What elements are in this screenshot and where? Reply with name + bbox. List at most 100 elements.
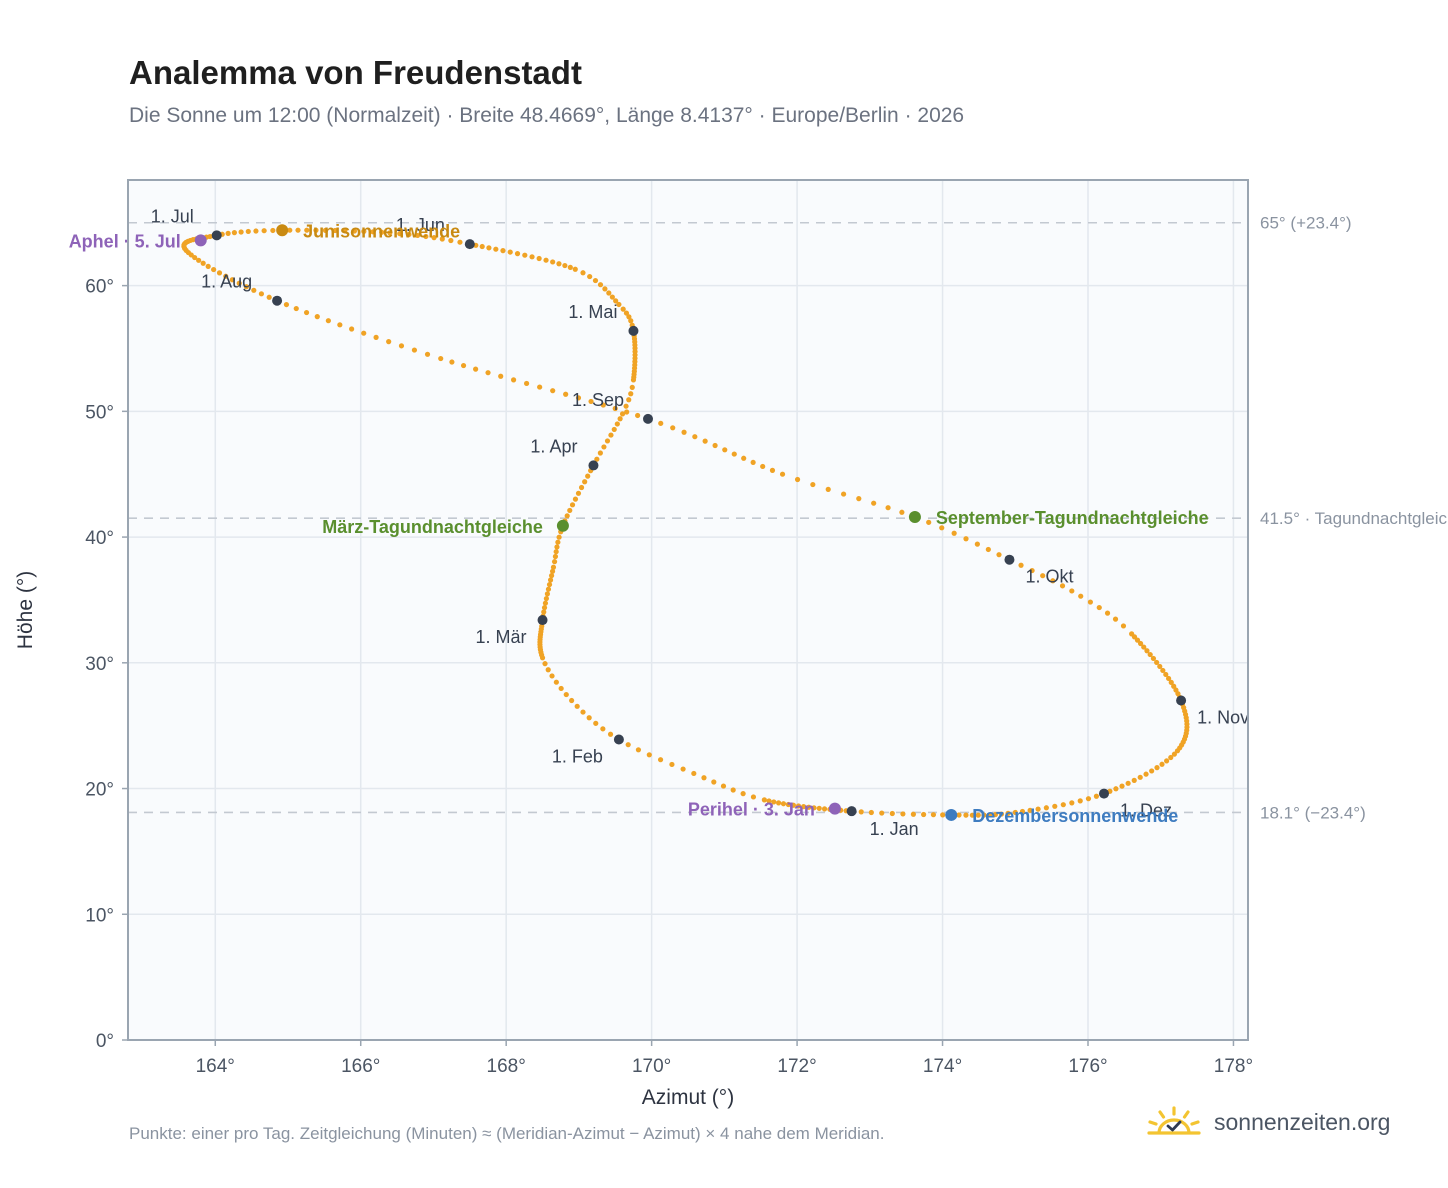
day-point xyxy=(750,459,756,466)
plot-area xyxy=(128,180,1248,1040)
y-tick-label: 20° xyxy=(85,780,114,801)
day-point xyxy=(567,507,573,514)
month-marker-dot xyxy=(643,413,653,424)
day-point xyxy=(438,355,444,362)
x-tick-label: 178° xyxy=(1214,1056,1253,1077)
analemma-curve xyxy=(181,227,1190,818)
day-point xyxy=(620,306,626,312)
month-marker-label: 1. Feb xyxy=(552,747,603,767)
day-point xyxy=(550,388,556,394)
month-marker-dot xyxy=(846,806,857,817)
day-point xyxy=(332,227,338,234)
event-marker-dot xyxy=(194,234,207,247)
brand[interactable]: sonnenzeiten.org xyxy=(1146,1105,1390,1139)
day-point xyxy=(387,230,393,236)
sun-logo-icon xyxy=(1147,1106,1201,1135)
day-point xyxy=(597,282,604,288)
day-point xyxy=(741,455,747,461)
reference-line-label: 41.5° · Tagundnachtgleiche xyxy=(1260,509,1448,528)
day-point xyxy=(1093,793,1100,799)
day-point xyxy=(1027,807,1033,813)
day-point xyxy=(424,351,431,357)
day-point xyxy=(361,228,367,234)
y-tick-label: 50° xyxy=(85,402,114,423)
day-point xyxy=(546,581,553,588)
day-point xyxy=(600,726,606,732)
day-point xyxy=(243,284,250,290)
day-point xyxy=(1078,593,1084,599)
x-tick-label: 174° xyxy=(923,1056,962,1077)
day-point xyxy=(485,370,491,376)
reference-line-label: 18.1° (−23.4°) xyxy=(1260,803,1366,822)
month-marker-label: 1. Mär xyxy=(476,627,527,647)
day-point xyxy=(801,804,807,810)
day-point xyxy=(766,798,772,804)
day-point xyxy=(552,553,559,560)
day-point xyxy=(567,264,573,270)
day-point xyxy=(541,609,547,615)
day-point xyxy=(1112,616,1119,622)
day-point xyxy=(548,572,555,579)
event-marker-dot xyxy=(908,510,921,523)
day-point xyxy=(523,380,530,387)
day-point xyxy=(840,491,847,497)
day-point xyxy=(975,812,981,818)
x-axis-label: Azimut (°) xyxy=(642,1086,734,1109)
event-marker-dot xyxy=(276,224,289,237)
day-point xyxy=(258,291,265,297)
axes: 164° 166° 168° 170° 172° 174° 176° 178° 0° 10° 20°… xyxy=(14,277,1253,1109)
day-point xyxy=(769,467,776,473)
day-point xyxy=(969,812,975,818)
day-point xyxy=(594,456,600,462)
day-point xyxy=(225,230,231,236)
y-tick-label: 40° xyxy=(85,528,114,549)
x-tick-label: 170° xyxy=(632,1056,671,1077)
day-point xyxy=(635,747,642,753)
day-point xyxy=(270,227,276,234)
day-point xyxy=(885,505,891,511)
day-point xyxy=(940,812,946,818)
day-point xyxy=(251,287,257,293)
day-point xyxy=(1018,562,1024,568)
day-point xyxy=(337,322,343,328)
month-marker-label: 1. Okt xyxy=(1025,567,1073,587)
day-point xyxy=(612,405,618,412)
day-point xyxy=(572,496,579,502)
day-point xyxy=(545,667,551,673)
day-point xyxy=(879,810,885,816)
day-point xyxy=(602,286,608,292)
day-point xyxy=(871,500,877,506)
day-point xyxy=(921,811,927,818)
day-point xyxy=(1168,754,1174,761)
day-point xyxy=(569,697,575,704)
day-point xyxy=(1144,648,1150,654)
day-point xyxy=(858,809,864,815)
day-point xyxy=(287,227,293,233)
day-point xyxy=(670,425,676,431)
day-point xyxy=(629,384,635,390)
chart-title: Analemma von Freudenstadt xyxy=(129,54,582,91)
day-point xyxy=(498,373,504,379)
month-marker-dot xyxy=(272,295,283,306)
day-point xyxy=(460,362,467,369)
day-point xyxy=(563,391,569,397)
day-point xyxy=(1035,806,1041,812)
day-point xyxy=(626,314,632,320)
day-point xyxy=(449,359,455,365)
day-point xyxy=(996,552,1002,558)
day-point xyxy=(398,343,405,349)
day-point xyxy=(493,246,499,252)
day-point xyxy=(646,752,652,758)
day-point xyxy=(816,805,822,811)
day-point xyxy=(245,228,251,235)
day-point xyxy=(386,339,392,345)
day-point xyxy=(625,742,631,748)
day-point xyxy=(1029,567,1035,574)
month-marker-dot xyxy=(1099,788,1109,799)
day-point xyxy=(628,318,634,324)
day-point xyxy=(1059,583,1066,589)
y-tick-label: 0° xyxy=(96,1031,114,1052)
day-point xyxy=(457,239,463,245)
day-point xyxy=(582,479,588,485)
day-point xyxy=(349,326,355,332)
